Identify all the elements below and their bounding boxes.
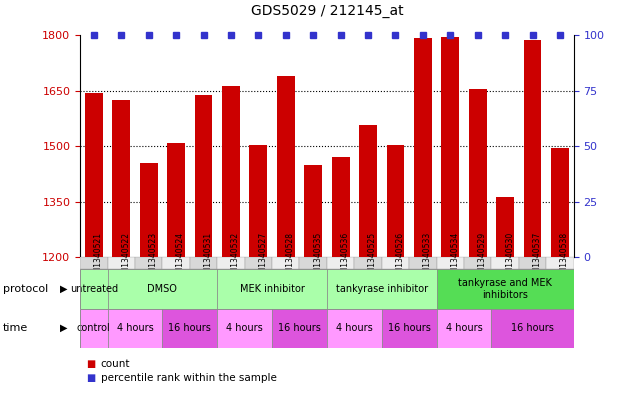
Text: tankyrase inhibitor: tankyrase inhibitor [336,284,428,294]
Bar [437,309,492,348]
Bar [359,125,377,257]
Bar [327,309,382,348]
Bar [162,309,217,348]
Text: GSM1340526: GSM1340526 [395,232,404,283]
Bar [80,269,108,309]
Text: GSM1340537: GSM1340537 [533,232,542,283]
Text: tankyrase and MEK
inhibitors: tankyrase and MEK inhibitors [458,278,552,299]
Bar [524,40,542,257]
Text: ■: ■ [87,358,96,369]
Text: GSM1340528: GSM1340528 [286,232,295,283]
Text: MEK inhibitor: MEK inhibitor [240,284,304,294]
Text: GSM1340530: GSM1340530 [505,232,514,283]
Text: 16 hours: 16 hours [169,323,212,333]
Text: time: time [3,323,28,333]
Text: GSM1340538: GSM1340538 [560,232,569,283]
Text: protocol: protocol [3,284,49,294]
Bar [217,269,327,309]
Bar [354,257,382,269]
Bar [437,257,464,269]
Bar [492,257,519,269]
Bar [409,257,437,269]
Text: GSM1340521: GSM1340521 [94,232,103,283]
Bar [469,89,487,257]
Bar [327,269,437,309]
Bar [80,257,108,269]
Text: 16 hours: 16 hours [278,323,321,333]
Text: GSM1340523: GSM1340523 [149,232,158,283]
Bar [135,257,162,269]
Bar [492,309,574,348]
Text: control: control [77,323,111,333]
Text: count: count [101,358,130,369]
Bar [304,165,322,257]
Text: GSM1340534: GSM1340534 [450,232,460,283]
Bar [190,257,217,269]
Text: GSM1340536: GSM1340536 [340,232,349,283]
Bar [382,309,437,348]
Bar [195,95,212,257]
Text: 4 hours: 4 hours [336,323,372,333]
Bar [551,148,569,257]
Text: 16 hours: 16 hours [388,323,431,333]
Text: ▶: ▶ [60,284,68,294]
Bar [387,145,404,257]
Bar [245,257,272,269]
Bar [519,257,546,269]
Bar [272,257,299,269]
Text: GSM1340535: GSM1340535 [313,232,322,283]
Bar [414,39,432,257]
Bar [167,143,185,257]
Text: 16 hours: 16 hours [511,323,554,333]
Text: GDS5029 / 212145_at: GDS5029 / 212145_at [251,4,403,18]
Text: GSM1340533: GSM1340533 [423,232,432,283]
Bar [217,309,272,348]
Text: GSM1340522: GSM1340522 [121,232,130,283]
Text: DMSO: DMSO [147,284,178,294]
Bar [249,145,267,257]
Bar [112,100,130,257]
Bar [437,269,574,309]
Bar [277,76,295,257]
Text: GSM1340531: GSM1340531 [204,232,213,283]
Bar [382,257,409,269]
Text: 4 hours: 4 hours [117,323,153,333]
Bar [85,93,103,257]
Bar [108,257,135,269]
Bar [299,257,327,269]
Bar [140,163,158,257]
Text: 4 hours: 4 hours [226,323,263,333]
Text: GSM1340532: GSM1340532 [231,232,240,283]
Bar [217,257,245,269]
Text: GSM1340524: GSM1340524 [176,232,185,283]
Text: 4 hours: 4 hours [445,323,483,333]
Text: ▶: ▶ [60,323,68,333]
Text: GSM1340525: GSM1340525 [368,232,377,283]
Bar [331,157,349,257]
Text: GSM1340529: GSM1340529 [478,232,487,283]
Text: percentile rank within the sample: percentile rank within the sample [101,373,276,383]
Bar [272,309,327,348]
Bar [222,86,240,257]
Text: untreated: untreated [70,284,118,294]
Text: GSM1340527: GSM1340527 [258,232,267,283]
Bar [162,257,190,269]
Bar [464,257,492,269]
Bar [327,257,354,269]
Text: ■: ■ [87,373,96,383]
Bar [546,257,574,269]
Bar [108,309,162,348]
Bar [442,37,459,257]
Bar [108,269,217,309]
Bar [80,309,108,348]
Bar [496,197,514,257]
